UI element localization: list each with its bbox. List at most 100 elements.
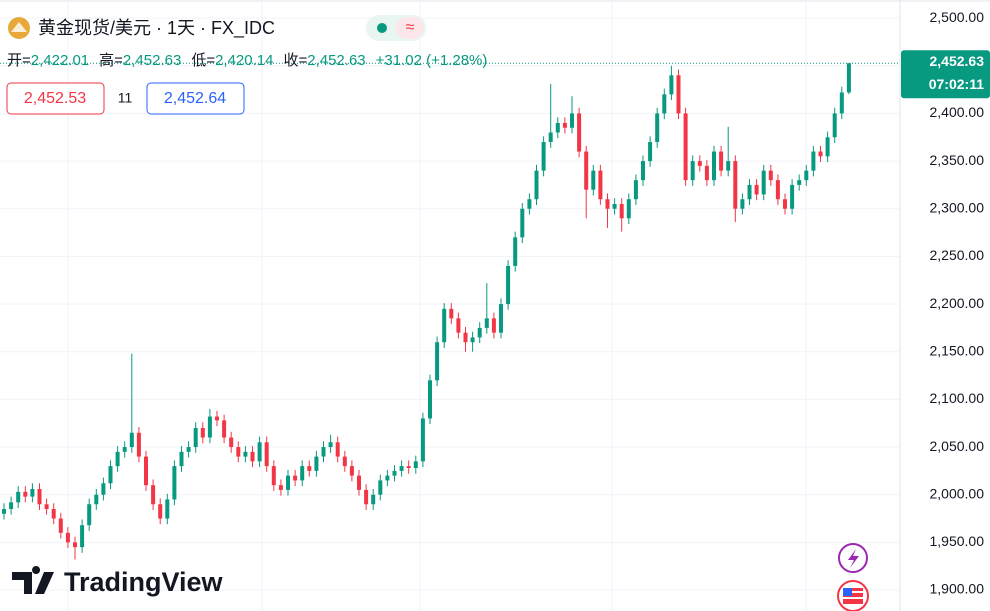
ask-box[interactable]: [146, 82, 245, 115]
ohlc-value: 2,452.63: [307, 52, 365, 69]
candle-body: [449, 308, 454, 319]
candle-body: [648, 142, 653, 162]
delay-icon: ≈: [406, 19, 415, 36]
candle-body: [44, 504, 49, 510]
candle-body: [16, 491, 21, 503]
candle-body: [662, 94, 667, 114]
candle-body: [278, 485, 283, 490]
y-tick-label: 1,950.00: [930, 533, 985, 549]
candle-body: [371, 494, 376, 505]
candle-body: [406, 466, 411, 469]
candle-body: [655, 113, 660, 143]
candle-body: [229, 437, 234, 448]
candle-body: [775, 180, 780, 200]
candle-body: [23, 491, 28, 497]
candle-body: [342, 456, 347, 467]
candle-body: [506, 265, 511, 305]
candle-body: [413, 461, 418, 469]
candle-body: [499, 304, 503, 333]
candle-body: [704, 165, 709, 181]
candle-body: [264, 442, 269, 467]
candle-body: [584, 151, 589, 190]
candle-body: [818, 151, 823, 157]
overlay: 2,452.63 07:02:11: [0, 50, 990, 99]
change: +31.02 (+1.28%): [376, 52, 488, 69]
y-tick-label: 1,900.00: [930, 581, 985, 597]
candle-body: [641, 161, 645, 181]
branding: TradingView: [64, 567, 224, 597]
candle-body: [115, 451, 120, 467]
candle-body: [129, 432, 134, 448]
candle-body: [669, 75, 674, 95]
candle-body: [811, 151, 816, 171]
candle-body: [58, 518, 63, 533]
ohlc-label: 低=: [191, 52, 215, 69]
candle-body: [222, 420, 227, 438]
flag-canton: [843, 588, 852, 596]
candle-body: [697, 161, 702, 166]
y-tick-label: 2,350.00: [930, 152, 985, 168]
candle-body: [435, 342, 440, 381]
candle-body: [236, 447, 241, 457]
candle-body: [94, 494, 99, 505]
candle-body: [541, 142, 546, 171]
candle-body: [307, 466, 312, 471]
y-tick-label: 2,300.00: [930, 199, 985, 215]
candle-body: [570, 113, 574, 128]
y-tick-label: 2,200.00: [930, 295, 985, 311]
candle-body: [768, 170, 773, 181]
candle-body: [690, 161, 695, 181]
candle-body: [144, 456, 148, 486]
candle-body: [136, 432, 141, 457]
candle-body: [761, 170, 766, 195]
candle-body: [9, 502, 14, 510]
candle-body: [257, 442, 262, 462]
candle-body: [733, 161, 738, 209]
candle-body: [428, 380, 432, 419]
candle-body: [37, 488, 42, 505]
candle-body: [328, 442, 333, 448]
candle-body: [243, 451, 248, 457]
ohlc-value: 2,452.63: [123, 52, 181, 69]
candle-body: [357, 475, 361, 490]
candle-body: [172, 466, 177, 500]
candle-body: [215, 416, 219, 421]
candle-body: [335, 442, 340, 457]
candle-body: [271, 466, 276, 486]
event-bolt: [848, 549, 859, 568]
candle-body: [825, 137, 830, 157]
candle-body: [719, 151, 724, 171]
candle-body: [754, 184, 759, 195]
candle-body: [527, 199, 532, 209]
candle-body: [286, 475, 290, 490]
ask: 2,452.64: [164, 90, 226, 107]
candle-body: [598, 170, 603, 200]
bid-box[interactable]: [6, 82, 105, 115]
candle-body: [747, 184, 752, 200]
ohlc-label: 收=: [283, 52, 307, 69]
symbol-title: 黄金现货/美元 · 1天 · FX_IDC: [38, 18, 275, 39]
ohlc-label: 开=: [7, 52, 31, 69]
candle-body: [513, 237, 518, 266]
candle-body: [193, 427, 198, 448]
candle-body: [712, 151, 716, 181]
bid: 2,452.53: [24, 90, 86, 107]
candle-body: [200, 427, 205, 438]
candle-body: [740, 199, 745, 209]
candle-body: [591, 170, 596, 190]
symbol-icon-mark: [11, 22, 27, 32]
candle-body: [456, 318, 461, 333]
y-tick-label: 2,150.00: [930, 342, 985, 358]
candle-body: [790, 184, 795, 209]
ohlc-value: 2,420.14: [215, 52, 273, 69]
candle-body: [783, 199, 787, 209]
candle-body: [65, 532, 70, 543]
candle-body: [51, 509, 56, 519]
candle-body: [832, 113, 837, 138]
candle-body: [548, 132, 553, 143]
candle-body: [385, 475, 390, 481]
candle-body: [463, 332, 468, 343]
candle-body: [577, 113, 582, 152]
